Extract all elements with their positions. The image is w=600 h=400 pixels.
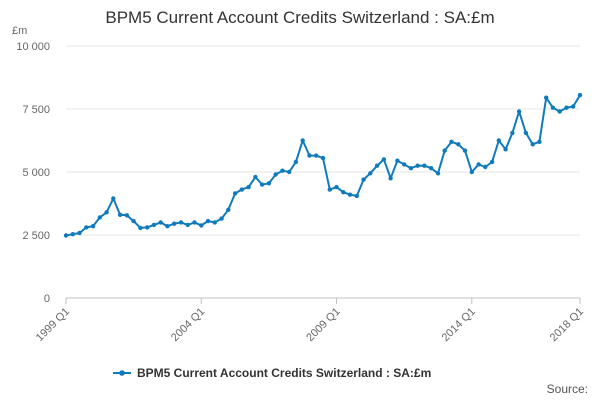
data-point[interactable] [395, 158, 400, 163]
data-point[interactable] [287, 169, 292, 175]
data-point[interactable] [442, 148, 447, 153]
data-point[interactable] [469, 169, 474, 175]
y-tick-label: 10 000 [16, 41, 50, 53]
data-point[interactable] [557, 109, 562, 114]
data-point[interactable] [314, 153, 319, 158]
grid-lines [66, 45, 580, 236]
data-point[interactable] [151, 222, 157, 228]
data-point[interactable] [259, 182, 265, 187]
data-point[interactable] [239, 187, 244, 192]
data-point[interactable] [145, 225, 150, 230]
data-point[interactable] [97, 215, 103, 220]
data-point[interactable] [131, 218, 136, 224]
x-tick-label: 2004 Q1 [169, 306, 207, 344]
data-point[interactable] [429, 166, 434, 171]
data-point[interactable] [192, 220, 197, 225]
data-point[interactable] [138, 225, 143, 231]
chart-title: BPM5 Current Account Credits Switzerland… [105, 8, 495, 27]
data-point[interactable] [320, 155, 326, 161]
data-point[interactable] [111, 196, 116, 201]
data-point[interactable] [266, 181, 272, 186]
series-line [65, 94, 581, 237]
data-point[interactable] [172, 221, 177, 226]
data-point[interactable] [300, 138, 305, 143]
data-point[interactable] [381, 157, 387, 162]
data-point[interactable] [232, 191, 238, 196]
data-point[interactable] [273, 172, 278, 177]
data-point[interactable] [415, 163, 420, 168]
data-point[interactable] [205, 218, 211, 224]
data-point[interactable] [503, 147, 508, 152]
data-point[interactable] [402, 162, 407, 167]
y-tick-label: 5 000 [22, 167, 50, 179]
legend-label: BPM5 Current Account Credits Switzerland… [137, 366, 431, 380]
data-point[interactable] [571, 104, 576, 109]
x-tick-label: 2018 Q1 [548, 306, 586, 344]
data-point[interactable] [530, 142, 535, 147]
data-point[interactable] [280, 168, 285, 173]
data-point[interactable] [77, 230, 82, 236]
data-point[interactable] [476, 162, 481, 167]
data-point[interactable] [462, 148, 468, 153]
data-point[interactable] [90, 224, 96, 229]
data-point[interactable] [293, 159, 299, 165]
data-point[interactable] [388, 176, 393, 181]
source-label[interactable]: Source: [546, 382, 588, 396]
y-tick-label: 2 500 [22, 230, 50, 242]
data-point[interactable] [354, 193, 359, 199]
data-point[interactable] [185, 222, 190, 228]
data-point[interactable] [368, 171, 373, 176]
data-point[interactable] [449, 139, 454, 144]
data-point[interactable] [374, 163, 380, 168]
data-point[interactable] [577, 92, 583, 98]
data-point[interactable] [544, 95, 549, 100]
data-point[interactable] [456, 142, 461, 147]
data-point[interactable] [178, 220, 184, 225]
data-point[interactable] [199, 223, 204, 228]
data-point[interactable] [489, 159, 495, 165]
legend[interactable]: BPM5 Current Account Credits Switzerland… [113, 366, 431, 380]
data-point[interactable] [435, 171, 441, 176]
x-tick-label: 1999 Q1 [34, 306, 72, 344]
data-point[interactable] [63, 233, 69, 238]
data-point[interactable] [327, 187, 332, 192]
plot-area [63, 92, 583, 238]
data-point[interactable] [246, 184, 251, 190]
data-point[interactable] [496, 138, 501, 143]
legend-point-marker [119, 370, 125, 376]
y-tick-label: 0 [44, 293, 50, 305]
data-point[interactable] [510, 130, 515, 136]
data-point[interactable] [165, 224, 170, 229]
y-axis-ticks: 0 2 500 5 000 7 500 10 000 [16, 41, 50, 305]
data-point[interactable] [226, 207, 231, 212]
data-point[interactable] [550, 105, 556, 110]
data-point[interactable] [158, 220, 163, 225]
data-point[interactable] [483, 164, 488, 170]
y-tick-label: 7 500 [22, 104, 50, 116]
data-point[interactable] [307, 153, 312, 158]
data-point[interactable] [347, 192, 353, 197]
data-point[interactable] [516, 109, 522, 114]
data-point[interactable] [341, 190, 346, 195]
data-point[interactable] [422, 163, 427, 168]
data-point[interactable] [523, 130, 529, 136]
data-point[interactable] [537, 139, 542, 144]
data-point[interactable] [564, 105, 569, 110]
data-point[interactable] [84, 225, 89, 230]
x-tick-label: 2014 Q1 [440, 306, 478, 344]
data-point[interactable] [104, 210, 109, 215]
data-point[interactable] [124, 213, 130, 218]
x-axis: 1999 Q1 2004 Q1 2009 Q1 2014 Q1 2018 Q1 [34, 297, 586, 344]
data-point[interactable] [253, 174, 258, 180]
data-point[interactable] [219, 216, 224, 221]
data-point[interactable] [212, 220, 217, 225]
data-point[interactable] [408, 166, 414, 171]
data-point[interactable] [117, 212, 123, 217]
data-point[interactable] [361, 177, 366, 182]
data-point[interactable] [70, 232, 76, 237]
y-axis-unit: £m [12, 25, 27, 37]
x-tick-label: 2009 Q1 [304, 306, 342, 344]
data-point[interactable] [334, 184, 339, 190]
